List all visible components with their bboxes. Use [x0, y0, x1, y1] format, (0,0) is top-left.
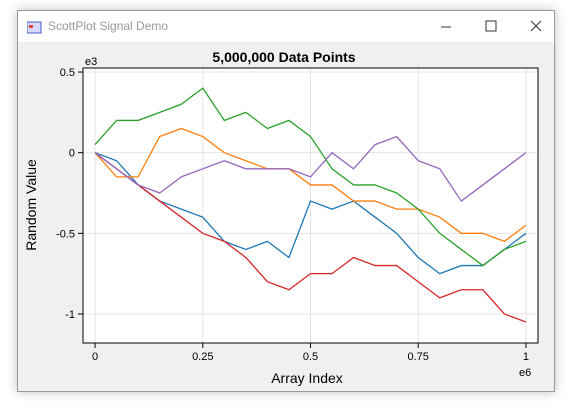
x-multiplier: e6 — [519, 367, 531, 379]
y-tick-label: -1 — [65, 309, 75, 321]
y-axis-label: Random Value — [23, 159, 39, 251]
x-tick-label: 0.25 — [192, 351, 213, 363]
window-controls — [441, 20, 542, 32]
data-line — [94, 127, 527, 243]
x-tick-label: 0.5 — [303, 351, 318, 363]
y-tick-label: 0 — [69, 148, 75, 160]
x-tick-label: 1 — [523, 351, 529, 363]
data-line — [94, 152, 527, 275]
maximize-button[interactable] — [485, 20, 497, 32]
window-title: ScottPlot Signal Demo — [48, 19, 169, 33]
title-bar: ScottPlot Signal Demo — [18, 11, 554, 42]
data-line — [94, 152, 527, 323]
data-line — [94, 135, 527, 202]
x-tick-label: 0 — [92, 351, 98, 363]
data-line — [94, 87, 527, 267]
close-button[interactable] — [530, 20, 542, 32]
app-icon — [27, 21, 42, 34]
y-multiplier: e3 — [85, 56, 97, 68]
x-axis-label: Array Index — [271, 370, 343, 386]
plot-frame — [82, 67, 539, 344]
y-tick-label: -0.5 — [56, 228, 75, 240]
chart-title: 5,000,000 Data Points — [212, 49, 355, 65]
y-tick-label: 0.5 — [60, 67, 75, 79]
x-tick-label: 0.75 — [408, 351, 429, 363]
